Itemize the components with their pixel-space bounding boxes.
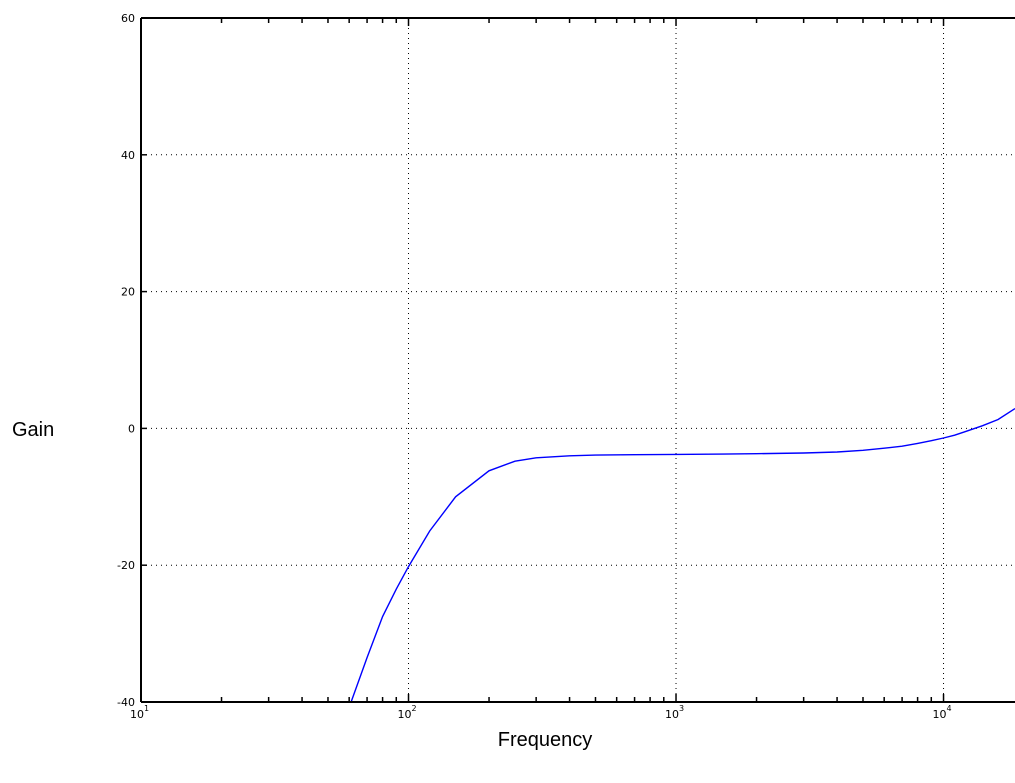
- x-tick-label-exponent: 4: [947, 704, 952, 713]
- plot-frame: [140, 17, 1015, 703]
- x-axis-title: Frequency: [498, 729, 593, 751]
- y-axis-title: Gain: [12, 419, 54, 441]
- tick-marks: [140, 17, 945, 703]
- series-line-1: [350, 408, 1015, 703]
- grid-lines: [141, 18, 1015, 702]
- x-tick-label-exponent: 2: [412, 704, 417, 713]
- x-tick-label: 10 4: [933, 704, 952, 721]
- y-tick-label: 40: [121, 149, 135, 162]
- x-tick-label-base: 10: [398, 708, 412, 721]
- series-layer: [350, 408, 1015, 703]
- x-tick-label-base: 10: [933, 708, 947, 721]
- x-tick-label: 10 3: [665, 704, 684, 721]
- x-tick-label-base: 10: [130, 708, 144, 721]
- x-tick-label-exponent: 1: [144, 704, 149, 713]
- y-tick-label: 20: [121, 286, 135, 299]
- y-tick-label: 60: [121, 12, 135, 25]
- x-tick-label: 10 1: [130, 704, 149, 721]
- y-tick-label: -20: [117, 559, 135, 572]
- x-tick-label: 10 2: [398, 704, 417, 721]
- x-tick-label-base: 10: [665, 708, 679, 721]
- x-tick-label-exponent: 3: [679, 704, 684, 713]
- y-tick-label: -40: [117, 696, 135, 709]
- y-tick-label: 0: [128, 422, 135, 435]
